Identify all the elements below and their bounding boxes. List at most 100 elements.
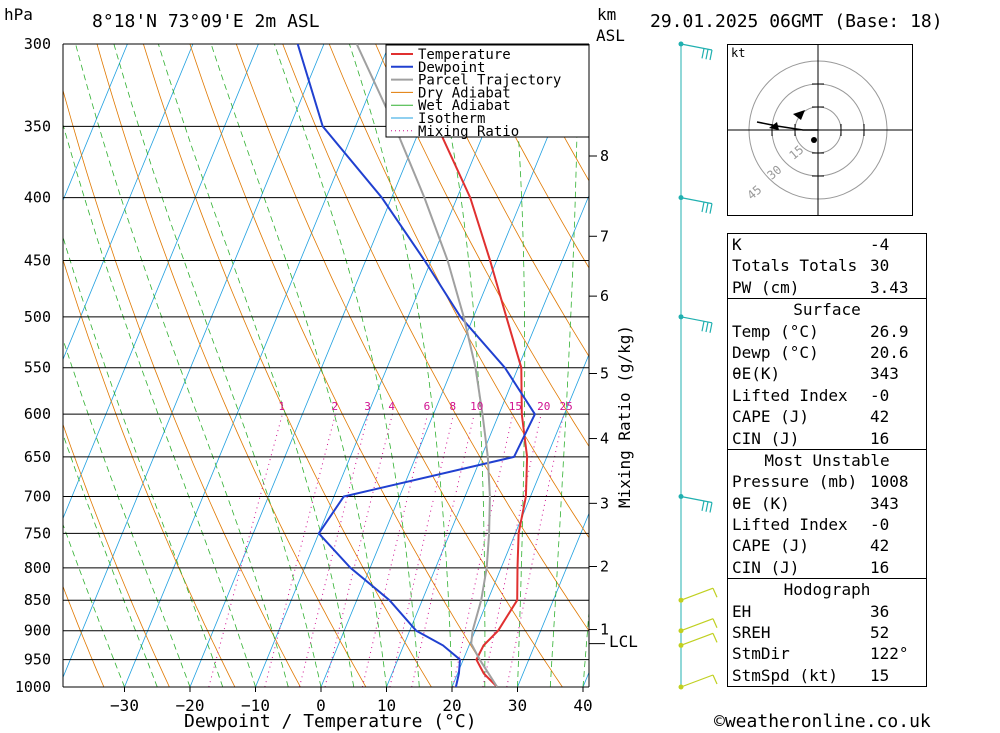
- legend-entry: Dewpoint: [418, 60, 485, 76]
- dry-adiabat-line: [375, 44, 589, 448]
- wet-adiabat-line: [75, 44, 289, 687]
- wind-barb-feather: [705, 202, 709, 213]
- pressure-unit-label: hPa: [4, 5, 33, 24]
- mixing-ratio-label: 20: [537, 400, 550, 413]
- pressure-tick-label: 300: [24, 35, 51, 53]
- pressure-tick-label: 400: [24, 189, 51, 207]
- isotherm-line: [63, 44, 194, 361]
- x-tick-label: 30: [508, 696, 527, 715]
- pressure-tick-label: 1000: [15, 678, 51, 696]
- wind-barb-feather: [709, 322, 713, 333]
- table-row: θE(K) 343: [732, 364, 899, 384]
- wind-barb: [680, 316, 713, 324]
- km-tick-label: 4: [600, 430, 609, 448]
- pressure-tick-label: 500: [24, 308, 51, 326]
- hodograph-current-point: [811, 137, 817, 143]
- temperature-line: [436, 125, 529, 687]
- dry-adiabat-line: [933, 44, 1000, 687]
- dry-adiabat-line: [235, 44, 563, 687]
- isotherm-line: [320, 44, 587, 687]
- hodograph-ticks: [771, 83, 865, 177]
- mixing-ratio-line: [452, 414, 514, 687]
- pressure-tick-label: 700: [24, 488, 51, 506]
- hodograph-title: Hodograph: [783, 580, 871, 600]
- km-tick-label: 6: [600, 287, 609, 305]
- index-pw-row: PW (cm) 3.43: [732, 277, 909, 297]
- wind-barb-feather: [701, 48, 705, 59]
- x-tick-label: 10: [377, 696, 396, 715]
- table-row: StmSpd (kt) 15: [732, 665, 890, 685]
- wet-adiabat-line: [549, 44, 579, 687]
- isotherm-line: [189, 44, 456, 687]
- pressure-tick-label: 800: [24, 559, 51, 577]
- mixing-ratio-line: [482, 414, 542, 687]
- hodograph: kt 15 30 45: [727, 44, 913, 216]
- index-totals-row: Totals Totals 30: [732, 256, 890, 276]
- asl-label: ASL: [596, 26, 625, 45]
- mixing-ratio-line: [264, 414, 336, 687]
- x-tick-label: −10: [241, 696, 270, 715]
- wind-barb: [680, 495, 713, 504]
- table-row: CIN (J) 16: [732, 428, 890, 448]
- table-row: Lifted Index -0: [732, 515, 890, 535]
- hodograph-unit: kt: [731, 46, 745, 60]
- wind-barb-feather: [709, 49, 713, 61]
- dry-adiabat-line: [421, 44, 589, 358]
- wind-barb-feather: [712, 587, 718, 598]
- dry-adiabat-line: [96, 44, 367, 687]
- km-tick-label: 3: [600, 494, 609, 512]
- legend-entry: Wet Adiabat: [418, 98, 511, 114]
- legend-entry: Mixing Ratio: [418, 124, 519, 140]
- index-k-row: K -4: [732, 235, 890, 254]
- x-tick-label: 20: [442, 696, 461, 715]
- mixing-ratio-line: [361, 414, 429, 687]
- mixing-ratio-label: 8: [450, 400, 457, 413]
- mixing-ratio-label: 4: [388, 400, 395, 413]
- km-tick-label: 5: [600, 365, 609, 383]
- wind-barb-feather: [712, 618, 718, 628]
- table-row: StmDir 122°: [732, 644, 909, 664]
- legend-entry: Temperature: [418, 47, 511, 63]
- lcl-label: LCL: [609, 632, 638, 651]
- km-tick-label: 7: [600, 227, 609, 245]
- isotherm-line: [63, 44, 259, 520]
- wind-barb-feather: [705, 49, 709, 60]
- hodograph-trace: [756, 121, 818, 131]
- x-tick-label: 0: [316, 696, 326, 715]
- wind-barb-feather: [709, 203, 713, 214]
- table-row: Temp (°C) 26.9: [732, 321, 909, 341]
- pressure-tick-label: 950: [24, 651, 51, 669]
- wind-barb: [680, 632, 714, 646]
- pressure-tick-label: 550: [24, 359, 51, 377]
- isotherm-line: [63, 44, 128, 202]
- pressure-tick-label: 850: [24, 591, 51, 609]
- footer-credit[interactable]: ©weatheronline.co.uk: [714, 711, 931, 732]
- mixing-ratio-line: [411, 414, 475, 687]
- wind-barb: [680, 618, 714, 632]
- mixing-ratio-label: 1: [278, 400, 285, 413]
- km-tick-label: 2: [600, 557, 609, 575]
- mixing-ratio-label: 3: [364, 400, 371, 413]
- mixing-ratio-line: [506, 414, 565, 687]
- legend-entry: Isotherm: [418, 111, 485, 127]
- wind-barb-feather: [709, 502, 713, 513]
- surface-section: Surface Temp (°C) 26.9 Dewp (°C) 20.6 θE(K…: [728, 298, 926, 449]
- table-row: Lifted Index -0: [732, 385, 890, 405]
- mixing-ratio-line: [389, 414, 454, 687]
- pressure-tick-label: 650: [24, 448, 51, 466]
- wind-barb-feather: [712, 633, 718, 643]
- datetime-title: 29.01.2025 06GMT (Base: 18): [650, 11, 943, 32]
- wind-barb: [680, 43, 713, 51]
- mixing-ratio-label: 15: [509, 400, 522, 413]
- hodograph-storm-motion: [793, 110, 805, 120]
- isotherm-line: [386, 194, 589, 687]
- dry-adiabat-line: [328, 44, 589, 539]
- footer-site-link[interactable]: weatheronline.co.uk: [724, 711, 931, 732]
- table-row: EH 36: [732, 601, 890, 621]
- wet-adiabat-line: [274, 44, 420, 687]
- wet-adiabat-line: [63, 523, 125, 687]
- isotherm-line: [451, 353, 589, 687]
- km-tick-label: 8: [600, 147, 609, 165]
